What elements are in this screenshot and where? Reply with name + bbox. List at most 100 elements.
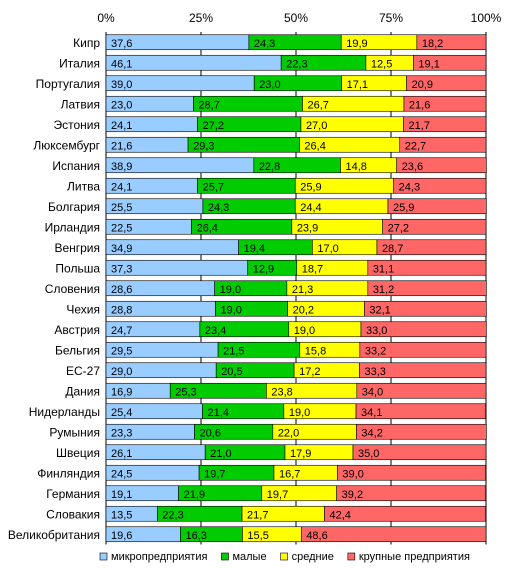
data-label: 25,7 bbox=[203, 181, 224, 193]
data-label: 23,0 bbox=[259, 79, 280, 91]
data-label: 23,0 bbox=[111, 99, 132, 111]
data-label: 19,0 bbox=[289, 407, 310, 419]
bar-segment bbox=[355, 403, 486, 420]
data-label: 23,4 bbox=[205, 325, 226, 337]
data-label: 34,0 bbox=[362, 386, 383, 398]
bar-segment bbox=[406, 75, 487, 92]
category-label: Ирландия bbox=[45, 220, 100, 234]
data-label: 33,2 bbox=[365, 345, 386, 357]
category-label: Чехия bbox=[66, 302, 100, 316]
bar-segment bbox=[399, 136, 487, 153]
data-label: 28,7 bbox=[382, 243, 403, 255]
category-label: Дания bbox=[65, 384, 100, 398]
data-label: 26,4 bbox=[304, 140, 325, 152]
category-label: Испания bbox=[52, 159, 100, 173]
data-label: 34,2 bbox=[361, 427, 382, 439]
data-label: 24,3 bbox=[254, 38, 275, 50]
data-label: 20,2 bbox=[293, 304, 314, 316]
bar-segment bbox=[413, 54, 487, 71]
data-label: 37,3 bbox=[111, 263, 132, 275]
bar-segment bbox=[360, 321, 487, 338]
data-label: 25,3 bbox=[175, 386, 196, 398]
bar-segment bbox=[364, 300, 487, 317]
category-label: ЕС-27 bbox=[66, 364, 100, 378]
data-label: 24,3 bbox=[399, 181, 420, 193]
data-label: 20,5 bbox=[221, 366, 242, 378]
data-label: 19,7 bbox=[204, 468, 225, 480]
data-label: 18,2 bbox=[422, 38, 443, 50]
bar-segment bbox=[403, 95, 487, 112]
bar-segment bbox=[396, 157, 487, 174]
data-label: 27,0 bbox=[306, 120, 327, 132]
data-label: 21,9 bbox=[184, 489, 205, 501]
x-tick-label: 0% bbox=[97, 11, 115, 25]
data-label: 15,8 bbox=[305, 345, 326, 357]
legend-label: малые bbox=[232, 551, 266, 563]
category-label: Люксембург bbox=[33, 138, 100, 152]
bar-segment bbox=[359, 341, 487, 358]
data-label: 23,9 bbox=[297, 222, 318, 234]
data-label: 31,2 bbox=[373, 284, 394, 296]
bar-segment bbox=[367, 259, 487, 276]
category-label: Кипр bbox=[73, 36, 100, 50]
data-label: 19,9 bbox=[346, 38, 367, 50]
data-label: 28,8 bbox=[111, 304, 132, 316]
data-label: 34,1 bbox=[361, 407, 382, 419]
data-label: 17,9 bbox=[290, 448, 311, 460]
data-label: 13,5 bbox=[111, 509, 132, 521]
category-label: Словакия bbox=[46, 507, 100, 521]
data-label: 23,6 bbox=[402, 161, 423, 173]
bar-segment bbox=[359, 362, 487, 379]
data-label: 28,7 bbox=[198, 99, 219, 111]
data-label: 29,5 bbox=[111, 345, 132, 357]
data-label: 29,3 bbox=[193, 140, 214, 152]
data-label: 12,5 bbox=[371, 58, 392, 70]
data-label: 21,6 bbox=[111, 140, 132, 152]
data-label: 46,1 bbox=[111, 58, 132, 70]
data-label: 19,7 bbox=[267, 489, 288, 501]
data-label: 37,6 bbox=[111, 38, 132, 50]
legend-label: микропредприятия bbox=[111, 551, 207, 563]
legend-swatch bbox=[99, 552, 108, 561]
data-label: 26,7 bbox=[307, 99, 328, 111]
data-label: 19,1 bbox=[418, 58, 439, 70]
bar-segment bbox=[403, 116, 487, 133]
data-label: 22,3 bbox=[286, 58, 307, 70]
legend-swatch bbox=[221, 552, 229, 561]
data-label: 19,6 bbox=[111, 530, 132, 542]
legend-swatch bbox=[280, 552, 288, 561]
category-label: Венгрия bbox=[54, 241, 100, 255]
legend-swatch bbox=[347, 552, 356, 561]
legend-label: средние bbox=[292, 551, 334, 563]
data-label: 22,5 bbox=[111, 222, 132, 234]
data-label: 27,2 bbox=[203, 120, 224, 132]
data-label: 39,0 bbox=[342, 468, 363, 480]
data-label: 22,3 bbox=[162, 509, 183, 521]
data-label: 29,0 bbox=[111, 366, 132, 378]
data-label: 21,7 bbox=[409, 120, 430, 132]
data-label: 16,3 bbox=[185, 530, 206, 542]
category-label: Бельгия bbox=[55, 343, 100, 357]
x-tick-label: 50% bbox=[284, 11, 308, 25]
data-label: 33,3 bbox=[364, 366, 385, 378]
category-label: Нидерланды bbox=[29, 405, 100, 419]
x-tick-label: 75% bbox=[379, 11, 403, 25]
category-label: Эстония bbox=[54, 118, 101, 132]
data-label: 17,1 bbox=[347, 79, 368, 91]
data-label: 20,6 bbox=[200, 427, 221, 439]
data-label: 24,1 bbox=[111, 120, 132, 132]
category-label: Румыния bbox=[49, 425, 100, 439]
data-label: 25,9 bbox=[300, 181, 321, 193]
data-label: 22,8 bbox=[259, 161, 280, 173]
category-label: Германия bbox=[46, 487, 100, 501]
data-label: 19,1 bbox=[111, 489, 132, 501]
data-label: 39,0 bbox=[111, 79, 132, 91]
data-label: 21,0 bbox=[210, 448, 231, 460]
bar-segment bbox=[356, 423, 487, 440]
bar-segment bbox=[393, 177, 487, 194]
category-label: Швеция bbox=[56, 446, 100, 460]
data-label: 19,4 bbox=[244, 243, 265, 255]
data-label: 35,0 bbox=[358, 448, 379, 460]
category-label: Словения bbox=[45, 282, 100, 296]
